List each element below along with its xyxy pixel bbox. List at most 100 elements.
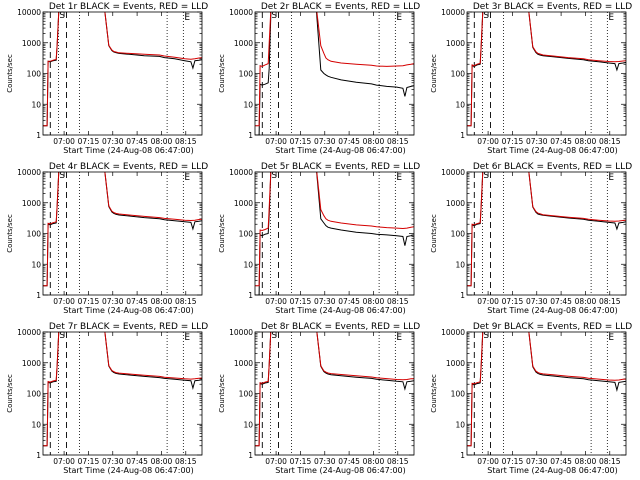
- chart-panel-9: Det 9r BLACK = Events, RED = LLD Counts/s…: [430, 322, 632, 475]
- x-axis-label: Start Time (24-Aug-08 06:47:00): [63, 466, 194, 475]
- x-tick-label: 07:45: [550, 297, 572, 306]
- x-tick-label: 08:00: [575, 457, 597, 466]
- x-tick-label: 07:30: [102, 297, 124, 306]
- y-tick-label: 1000: [234, 39, 253, 48]
- y-tick-label: 1000: [22, 359, 41, 368]
- y-tick-label: 10: [243, 420, 253, 429]
- plot-frame: [42, 331, 203, 456]
- x-tick-label: 07:45: [338, 457, 360, 466]
- x-tick-label: 08:00: [363, 137, 385, 146]
- y-tick-label: 10: [243, 260, 253, 269]
- y-axis-label: Counts/sec: [218, 374, 226, 413]
- y-tick-label: 100: [451, 70, 466, 79]
- chart-panel-5: Det 5r BLACK = Events, RED = LLD Counts/s…: [218, 162, 420, 315]
- x-axis-label: Start Time (24-Aug-08 06:47:00): [275, 306, 406, 315]
- y-tick-label: 100: [239, 390, 254, 399]
- y-tick-label: 10000: [17, 168, 41, 177]
- x-tick-label: 08:00: [151, 137, 173, 146]
- x-tick-label: 07:30: [102, 137, 124, 146]
- x-tick-label: 08:00: [363, 297, 385, 306]
- x-tick-label: 07:15: [502, 297, 524, 306]
- x-tick-label: 07:30: [314, 297, 336, 306]
- end-marker: E: [396, 173, 402, 183]
- x-axis-label: Start Time (24-Aug-08 06:47:00): [275, 466, 406, 475]
- x-tick-label: 08:15: [387, 297, 409, 306]
- y-tick-label: 10000: [229, 8, 253, 17]
- x-tick-label: 07:15: [78, 457, 100, 466]
- x-tick-label: 07:45: [126, 297, 148, 306]
- chart-title: Det 5r BLACK = Events, RED = LLD: [261, 162, 420, 172]
- y-tick-label: 10: [243, 100, 253, 109]
- y-tick-label: 1000: [234, 199, 253, 208]
- x-tick-label: 07:00: [265, 297, 287, 306]
- y-tick-label: 1000: [234, 359, 253, 368]
- y-tick-label: 1: [248, 131, 253, 140]
- y-tick-label: 100: [451, 230, 466, 239]
- x-tick-label: 07:45: [550, 457, 572, 466]
- x-tick-label: 08:15: [175, 457, 197, 466]
- x-tick-label: 08:00: [363, 457, 385, 466]
- y-tick-label: 1000: [446, 39, 465, 48]
- series-events-line: [467, 172, 626, 287]
- end-marker: E: [184, 333, 190, 343]
- y-tick-label: 1: [460, 131, 465, 140]
- x-tick-label: 07:15: [290, 297, 312, 306]
- start-marker: S: [483, 11, 489, 21]
- series-lld-line: [43, 172, 202, 287]
- series-lld-line: [43, 332, 202, 447]
- x-tick-label: 07:45: [550, 137, 572, 146]
- y-tick-label: 10: [31, 420, 41, 429]
- x-tick-label: 07:15: [78, 137, 100, 146]
- series-lld-line: [255, 332, 414, 447]
- chart-panel-1: Det 1r BLACK = Events, RED = LLD Counts/s…: [6, 2, 208, 155]
- plot-frame: [466, 331, 627, 456]
- x-axis-label: Start Time (24-Aug-08 06:47:00): [63, 146, 194, 155]
- x-tick-label: 07:45: [126, 457, 148, 466]
- y-tick-label: 100: [27, 70, 42, 79]
- series-lld-line: [43, 12, 202, 127]
- chart-title: Det 3r BLACK = Events, RED = LLD: [473, 2, 632, 12]
- end-marker: E: [608, 13, 614, 23]
- chart-title: Det 1r BLACK = Events, RED = LLD: [49, 2, 208, 12]
- y-tick-label: 1: [36, 451, 41, 460]
- end-marker: E: [184, 13, 190, 23]
- chart-title: Det 4r BLACK = Events, RED = LLD: [49, 162, 208, 172]
- y-axis-label: Counts/sec: [430, 374, 438, 413]
- y-tick-label: 100: [27, 390, 42, 399]
- plot-frame: [254, 331, 415, 456]
- x-tick-label: 08:15: [387, 457, 409, 466]
- x-tick-label: 07:00: [53, 137, 75, 146]
- end-marker: E: [608, 173, 614, 183]
- x-tick-label: 08:00: [575, 137, 597, 146]
- y-tick-label: 100: [239, 230, 254, 239]
- chart-title: Det 6r BLACK = Events, RED = LLD: [473, 162, 632, 172]
- y-tick-label: 1: [36, 291, 41, 300]
- x-tick-label: 07:00: [477, 137, 499, 146]
- plot-frame: [254, 171, 415, 296]
- x-tick-label: 07:30: [526, 457, 548, 466]
- y-axis-label: Counts/sec: [6, 374, 14, 413]
- y-tick-label: 10000: [17, 8, 41, 17]
- series-events-line: [467, 332, 626, 447]
- end-marker: E: [396, 333, 402, 343]
- x-tick-label: 08:15: [599, 457, 621, 466]
- x-axis-label: Start Time (24-Aug-08 06:47:00): [487, 146, 618, 155]
- y-tick-label: 100: [239, 70, 254, 79]
- chart-title: Det 2r BLACK = Events, RED = LLD: [261, 2, 420, 12]
- x-tick-label: 08:00: [575, 297, 597, 306]
- y-tick-label: 10000: [17, 328, 41, 337]
- x-tick-label: 07:00: [53, 457, 75, 466]
- y-tick-label: 1000: [22, 39, 41, 48]
- start-marker: S: [271, 171, 277, 181]
- y-tick-label: 10: [455, 260, 465, 269]
- series-events-line: [255, 172, 414, 295]
- x-tick-label: 08:00: [151, 457, 173, 466]
- x-tick-label: 07:45: [338, 297, 360, 306]
- series-events-line: [255, 12, 414, 135]
- plot-frame: [466, 11, 627, 136]
- y-axis-label: Counts/sec: [218, 214, 226, 253]
- x-tick-label: 07:15: [502, 457, 524, 466]
- series-lld-line: [467, 332, 626, 447]
- y-tick-label: 1000: [446, 199, 465, 208]
